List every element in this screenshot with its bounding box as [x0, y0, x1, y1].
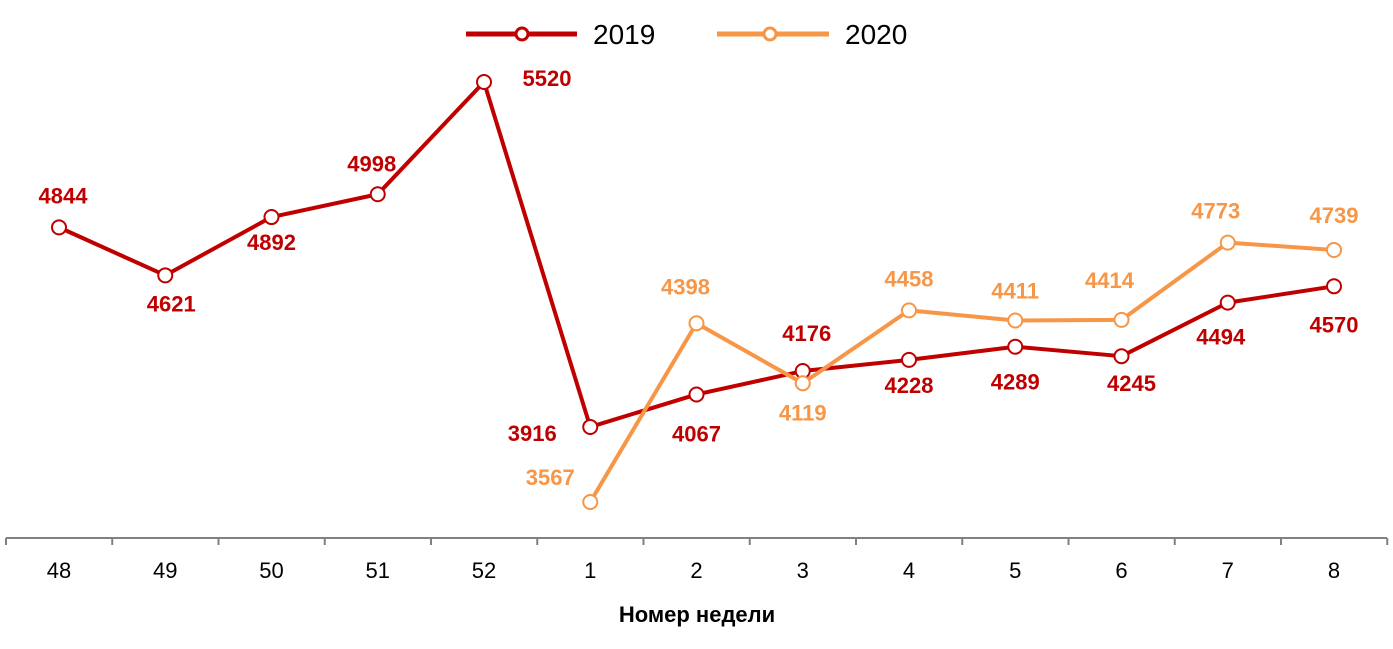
data-label-2020: 4414: [1085, 268, 1135, 293]
x-tick-label: 1: [584, 558, 596, 583]
data-point-2019: [901, 351, 917, 368]
data-point-2019: [263, 209, 280, 226]
x-tick-label: 52: [472, 558, 496, 583]
data-label-2019: 4570: [1310, 312, 1359, 337]
data-label-2020: 3567: [526, 465, 575, 490]
x-axis-title: Номер недели: [619, 602, 775, 627]
data-point-2019: [476, 74, 492, 90]
data-label-2019: 5520: [523, 66, 572, 91]
data-label-2019: 3916: [508, 421, 557, 446]
data-label-2020: 4411: [991, 278, 1039, 303]
x-tick-label: 3: [797, 558, 809, 583]
data-point-2020: [688, 315, 705, 332]
data-point-2019: [369, 186, 386, 203]
data-point-2019: [1007, 338, 1024, 355]
data-point-2020: [1007, 312, 1024, 329]
x-tick-label: 50: [259, 558, 283, 583]
x-tick-label: 51: [366, 558, 390, 583]
data-point-2019: [1113, 348, 1130, 365]
data-point-2019: [157, 267, 174, 284]
x-tick-label: 4: [903, 558, 915, 583]
data-label-2019: 4228: [885, 373, 934, 398]
data-point-2020: [582, 494, 599, 510]
legend-marker-2019: [514, 26, 530, 42]
data-label-2019: 4176: [782, 321, 831, 346]
x-tick-label: 2: [690, 558, 702, 583]
series-line-2020: [588, 240, 1335, 504]
data-label-2019: 4621: [147, 291, 196, 316]
x-tick-label: 48: [47, 558, 71, 583]
data-label-2019: 4844: [39, 183, 89, 208]
legend-label-2020: 2020: [845, 19, 907, 50]
data-label-2019: 4494: [1196, 325, 1246, 350]
data-point-2019: [1326, 278, 1342, 295]
x-tick-label: 7: [1222, 558, 1234, 583]
data-label-2019: 4289: [991, 370, 1040, 395]
data-label-2020: 4398: [661, 274, 710, 299]
data-label-2019: 4245: [1107, 371, 1156, 396]
data-label-2020: 4739: [1310, 203, 1359, 228]
data-point-2020: [1113, 311, 1130, 328]
data-point-2020: [901, 302, 917, 319]
data-label-2020: 4773: [1191, 199, 1240, 224]
data-label-2019: 4998: [347, 151, 396, 176]
data-label-2020: 4119: [779, 400, 827, 425]
data-point-2020: [1219, 234, 1236, 251]
x-tick-label: 6: [1115, 558, 1127, 583]
data-label-2019: 4892: [247, 230, 296, 255]
data-point-2019: [1219, 294, 1236, 311]
x-tick-label: 5: [1009, 558, 1021, 583]
data-label-2020: 4458: [885, 266, 934, 291]
legend-label-2019: 2019: [593, 19, 655, 50]
x-tick-label: 49: [153, 558, 177, 583]
data-point-2019: [688, 386, 705, 403]
data-point-2019: [582, 418, 599, 435]
data-point-2020: [794, 375, 811, 392]
x-tick-label: 8: [1328, 558, 1340, 583]
data-point-2020: [1326, 241, 1342, 258]
data-label-2019: 4067: [672, 421, 721, 446]
data-point-2019: [51, 219, 67, 236]
legend-marker-2020: [762, 26, 778, 42]
